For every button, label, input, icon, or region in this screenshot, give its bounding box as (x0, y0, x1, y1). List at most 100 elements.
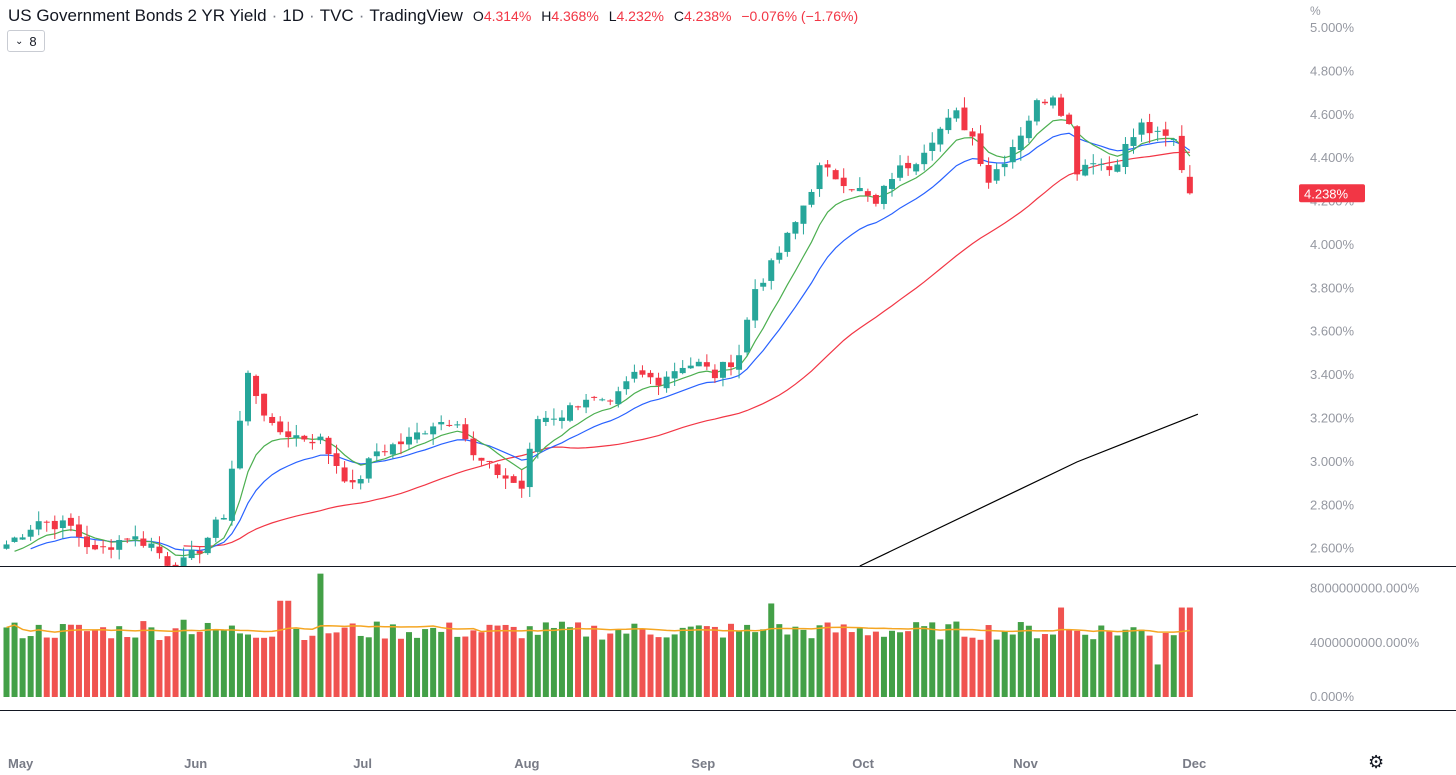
candle-body (1025, 120, 1032, 139)
interval-label[interactable]: 1D (282, 6, 305, 25)
price-tick-label: 4.800% (1310, 63, 1355, 78)
candle-body (510, 476, 517, 483)
price-tick-label: 3.400% (1310, 367, 1355, 382)
candle-body (494, 464, 501, 475)
price-tick-label: 2.600% (1310, 541, 1355, 556)
volume-bar (977, 639, 984, 697)
candle-body (1082, 164, 1089, 176)
volume-bar (430, 627, 437, 697)
volume-bar (373, 621, 380, 697)
exchange-label: TVC (319, 6, 354, 25)
candle-body (977, 133, 984, 164)
candle-body (969, 131, 976, 137)
candle-body (438, 422, 445, 425)
gear-icon[interactable]: ⚙ (1368, 752, 1385, 772)
volume-bar (679, 627, 686, 697)
volume-bar (462, 636, 469, 697)
candle-body (728, 362, 734, 368)
volume-bar (558, 621, 565, 697)
indicators-toggle-button[interactable]: ⌄ 8 (7, 30, 45, 52)
platform-label: TradingView (369, 6, 463, 25)
price-tick-label: 4.600% (1310, 107, 1355, 122)
candle-body (840, 177, 847, 187)
candle-body (824, 164, 831, 168)
volume-bar (35, 624, 42, 697)
candle-body (156, 546, 163, 554)
candle-body (800, 205, 807, 224)
volume-bar (542, 622, 549, 697)
volume-bar (889, 630, 895, 697)
candle-body (1098, 163, 1105, 165)
candle-body (719, 361, 726, 378)
volume-bar (832, 632, 839, 697)
high-label: H (541, 8, 552, 24)
volume-bar (140, 621, 147, 697)
volume-bar (502, 624, 509, 697)
volume-bar (760, 629, 767, 697)
candle-body (51, 520, 58, 530)
volume-bar (43, 637, 50, 697)
volume-bar (591, 625, 598, 697)
chevron-down-icon: ⌄ (15, 35, 24, 47)
volume-bar (607, 633, 614, 697)
candle-body (1170, 138, 1177, 140)
volume-bar (84, 631, 90, 697)
volume-bar (1074, 630, 1081, 697)
indicator-count: 8 (29, 33, 37, 49)
volume-bar (1098, 625, 1105, 697)
candle-body (768, 260, 775, 281)
ohlc-readout: O4.314% H4.368% L4.232% C4.238% −0.076% … (473, 8, 858, 24)
volume-bar (75, 624, 82, 697)
volume-bar (365, 637, 372, 697)
volume-bar (301, 640, 308, 697)
volume-bar (204, 622, 211, 697)
candle-body (1162, 129, 1169, 136)
candle-body (1138, 122, 1145, 135)
volume-bar (639, 629, 646, 697)
candle-body (414, 432, 421, 440)
volume-bar (1170, 635, 1177, 697)
volume-bar (478, 632, 485, 697)
candle-body (188, 549, 195, 559)
volume-bar (397, 638, 404, 697)
candle-body (1058, 97, 1065, 116)
candle-body (67, 517, 74, 526)
candle-body (623, 381, 630, 390)
candle-body (518, 480, 525, 489)
volume-tick-label: 8000000000.000% (1310, 581, 1420, 596)
volume-bar (1082, 634, 1089, 697)
volume-bar (309, 635, 316, 697)
symbol-name[interactable]: US Government Bonds 2 YR Yield (8, 6, 267, 25)
volume-bar (422, 629, 429, 697)
volume-bar (406, 632, 412, 697)
close-label: C (673, 8, 684, 24)
volume-bar (671, 634, 678, 697)
candle-body (108, 547, 115, 550)
price-tick-label: 3.800% (1310, 280, 1355, 295)
time-axis-label: Jun (184, 756, 207, 771)
candle-body (1106, 166, 1113, 171)
price-axis-unit: % (1310, 4, 1321, 18)
candle-body (921, 152, 928, 165)
candle-body (937, 128, 944, 145)
volume-bar (1186, 607, 1193, 697)
candle-body (43, 521, 50, 523)
volume-bar (148, 627, 155, 697)
volume-bar (11, 622, 18, 697)
volume-bar (1178, 607, 1185, 697)
price-tick-label: 4.400% (1310, 150, 1355, 165)
volume-bar (744, 624, 751, 697)
candle-body (913, 164, 920, 172)
candle-body (100, 546, 107, 548)
candle-body (430, 426, 437, 435)
time-axis-label: Jul (353, 756, 372, 771)
candle-body (647, 372, 654, 378)
volume-bar (1146, 635, 1153, 697)
volume-bar (188, 634, 195, 697)
volume-bar (969, 637, 976, 697)
candle-body (1066, 114, 1073, 125)
volume-bar (880, 636, 887, 697)
volume-bar (116, 626, 123, 697)
volume-bar (550, 627, 557, 697)
